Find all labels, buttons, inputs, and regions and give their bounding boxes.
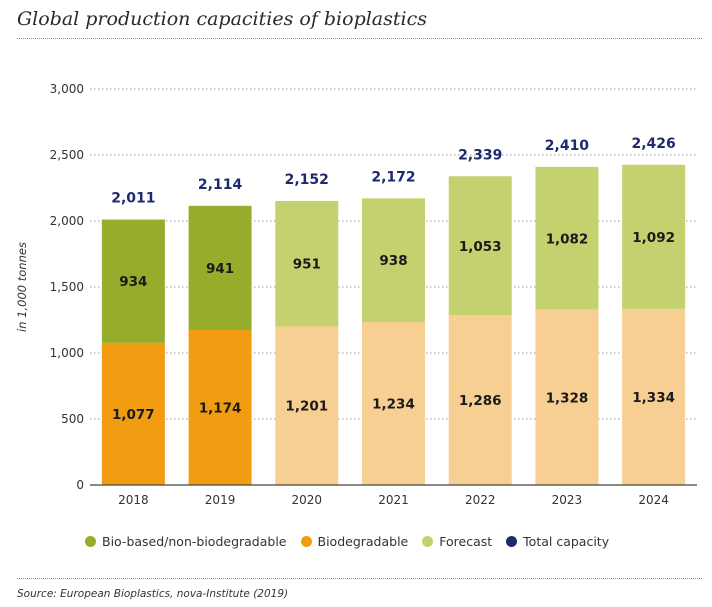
bar-bio-based [535,166,599,310]
data-label-bio-based: 938 [379,253,407,269]
data-label-biodegradable: 1,286 [459,393,502,409]
legend-label-total-capacity: Total capacity [523,534,610,549]
bar-chart: 0 500 1,000 1,500 2,000 2,500 3,000 in 1,000 to… [15,82,697,507]
x-tick-label: 2018 [118,493,149,507]
bar-bio-based [275,200,339,327]
y-tick-label: 0 [76,478,84,492]
data-label-bio-based: 941 [206,261,234,277]
data-label-total: 2,152 [285,172,329,188]
bar-biodegradable [535,309,599,485]
legend-swatch-bio-based [85,536,96,547]
x-tick-label: 2022 [465,493,496,507]
data-label-bio-based: 1,092 [632,230,675,246]
data-label-biodegradable: 1,234 [372,397,415,413]
legend-swatch-total-capacity [506,536,518,547]
x-tick-label: 2023 [552,493,583,507]
chart-title: Global production capacities of bioplast… [17,8,427,30]
data-label-bio-based: 1,053 [459,239,502,255]
data-label-biodegradable: 1,077 [112,407,155,423]
data-label-total: 2,339 [458,147,502,163]
bar-biodegradable [448,315,512,485]
bar-biodegradable [622,308,686,485]
y-tick-label: 2,500 [50,148,84,162]
legend-swatch-forecast [422,536,434,547]
legend-label-biodegradable: Biodegradable [317,534,409,549]
source-note: Source: European Bioplastics, nova-Insti… [17,588,289,600]
data-label-bio-based: 951 [293,257,321,273]
data-label-total: 2,114 [198,177,243,193]
y-tick-label: 1,500 [50,280,84,294]
x-tick-label: 2021 [378,493,409,507]
legend-swatch-biodegradable [300,536,312,547]
bar-bio-based [188,205,252,331]
data-label-total: 2,410 [545,138,590,154]
bar-bio-based [362,198,425,323]
top-divider [17,38,702,39]
data-label-biodegradable: 1,334 [632,390,675,406]
data-label-total: 2,172 [371,169,415,185]
legend-label-bio-based: Bio-based/non-biodegradable [102,534,287,549]
bar-biodegradable [188,330,252,485]
data-label-total: 2,011 [111,191,155,207]
y-tick-label: 2,000 [50,214,84,228]
y-tick-label: 1,000 [50,346,84,360]
y-tick-label: 3,000 [50,82,84,96]
bar-biodegradable [362,322,425,485]
x-tick-label: 2020 [292,493,323,507]
x-tick-label: 2019 [205,493,236,507]
data-label-bio-based: 934 [119,274,147,290]
legend-item-bio-based: Bio-based/non-biodegradable [85,534,287,549]
legend: Bio-based/non-biodegradable Biodegradabl… [85,534,623,549]
x-tick-label: 2024 [638,493,669,507]
y-axis-label: in 1,000 tonnes [15,242,29,332]
legend-label-forecast: Forecast [439,534,493,549]
bar-biodegradable [101,342,165,485]
data-label-biodegradable: 1,201 [285,399,328,415]
y-tick-label: 500 [61,412,84,426]
legend-item-total-capacity: Total capacity [506,534,609,549]
legend-item-forecast: Forecast [422,534,492,549]
bar-biodegradable [275,326,339,485]
data-label-biodegradable: 1,174 [199,401,242,417]
bar-bio-based [622,164,686,309]
legend-item-biodegradable: Biodegradable [300,534,409,549]
bar-bio-based [448,176,512,316]
data-label-biodegradable: 1,328 [546,390,589,406]
data-label-total: 2,426 [631,136,675,152]
bottom-divider [17,578,702,579]
data-label-bio-based: 1,082 [546,231,589,247]
bar-bio-based [101,219,165,343]
